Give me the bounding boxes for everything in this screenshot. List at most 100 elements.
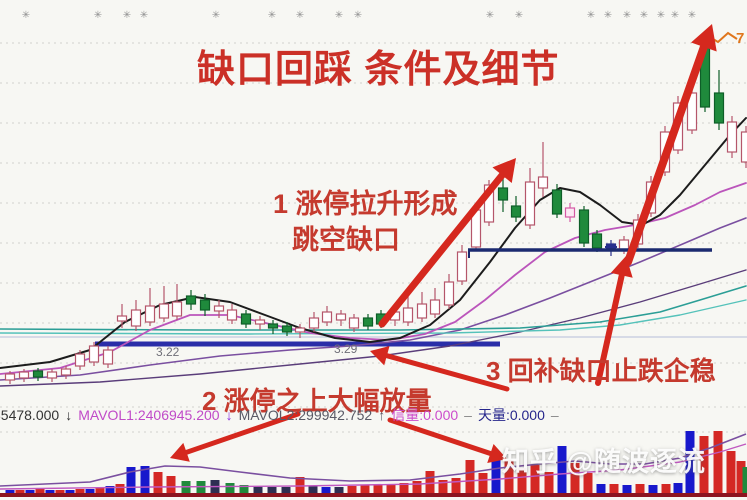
candle-body [60,368,72,376]
volume-bar [35,489,45,493]
calendar-mark: ✳ [335,10,343,21]
calendar-mark: ✳ [640,10,648,21]
volume-bar [253,486,263,493]
volume-bar [85,489,95,493]
volume-status-bar: 85478.000 ↓ MAVOL1:2406945.200 ↓ MAVOL2:2999… [0,405,565,425]
volume-bar [321,487,331,493]
annotation-1-line1: 1 涨停拉升形成 [273,189,458,219]
annotation-arrow [184,411,301,455]
volume-bar [334,487,344,493]
calendar-mark: ✳ [587,10,595,21]
volume-bar [517,468,527,493]
candle-body [443,281,455,306]
volume-bar [95,488,105,493]
volume-bar [713,431,723,493]
status-item-5: ↑ [378,407,386,423]
mavol1-line [0,433,747,487]
candle-body [308,317,320,329]
volume-bar [530,465,540,493]
candle-body [171,301,183,317]
volume-bar [45,490,55,493]
candle-body [362,317,374,327]
volume-bar [544,472,554,493]
candle-body [524,181,536,226]
volume-bar [347,486,357,493]
candle-body [281,325,293,333]
volume-bar [425,471,435,493]
calendar-mark: ✳ [22,10,30,21]
volume-bar [5,490,15,493]
annotation-arrow-head [370,346,390,366]
status-item-7: – [464,407,472,423]
volume-bar [75,489,85,493]
volume-bar [225,483,235,493]
calendar-mark: ✳ [212,10,220,21]
candle-body [158,303,170,319]
volume-bar [478,473,488,493]
volume-bar [166,476,176,493]
volume-bar [451,478,461,493]
date-label-1: 3.29 [334,342,358,356]
calendar-mark: ✳ [671,10,679,21]
calendar-mark: ✳ [140,10,148,21]
candle-body [88,345,100,363]
ma-line-cyan [0,299,747,335]
page-title: 缺口回踩 条件及细节 [197,49,560,91]
volume-bar [557,446,567,493]
volume-bar [15,490,25,493]
status-item-9: – [550,407,559,423]
annotation-arrow [378,171,506,328]
candle-body [18,371,30,379]
candle-body [402,307,414,323]
candle-body [46,371,58,379]
candle-body [294,327,306,333]
volume-bar [239,485,249,493]
candle-body [591,233,603,249]
calendar-mark: ✳ [354,10,362,21]
candle-body [254,319,266,325]
calendar-mark: ✳ [486,10,494,21]
status-item-8: 天量:0.000 [477,407,545,423]
volume-bar [648,485,658,493]
volume-bar [126,467,136,493]
calendar-mark: ✳ [515,10,523,21]
volume-bar [140,466,150,493]
annotation-3: 3 回补缺口止跌企稳 [486,356,716,386]
ma-line-teal [0,285,747,331]
volume-bar [736,461,746,493]
annotation-arrow [384,353,510,392]
candle-body [321,311,333,323]
status-item-6: 信量:0.000 [391,407,459,423]
candle-body [429,299,441,315]
candle-body [226,309,238,321]
volume-bar [412,481,422,493]
volume-bar [267,487,277,493]
volume-bar [25,490,35,493]
candle-body [713,92,725,124]
candle-body [4,373,16,381]
status-item-0: 85478.000 [0,407,60,423]
candle-body [510,205,522,218]
annotation-arrow-head [492,158,516,183]
candle-body [199,299,211,311]
volume-bar [699,436,709,493]
candle-body [185,295,197,305]
volume-bar [635,484,645,493]
candle-body [213,305,225,312]
volume-bar [661,484,671,493]
annotation-arrow-head [691,24,717,52]
volume-baseline [0,493,747,497]
volume-bar [105,486,115,493]
annotation-arrow [624,43,708,266]
calendar-mark: ✳ [94,10,102,21]
volume-bar [65,490,75,493]
candle-body [32,370,44,378]
candle-body [267,323,279,329]
status-item-2: MAVOL1:2406945.200 [78,407,220,423]
annotation-arrow [595,272,625,386]
annotation-1: 1 涨停拉升形成 跳空缺口 [273,186,458,258]
annotation-arrow [387,417,493,456]
volume-bar [742,467,747,493]
volume-bar [622,485,632,493]
